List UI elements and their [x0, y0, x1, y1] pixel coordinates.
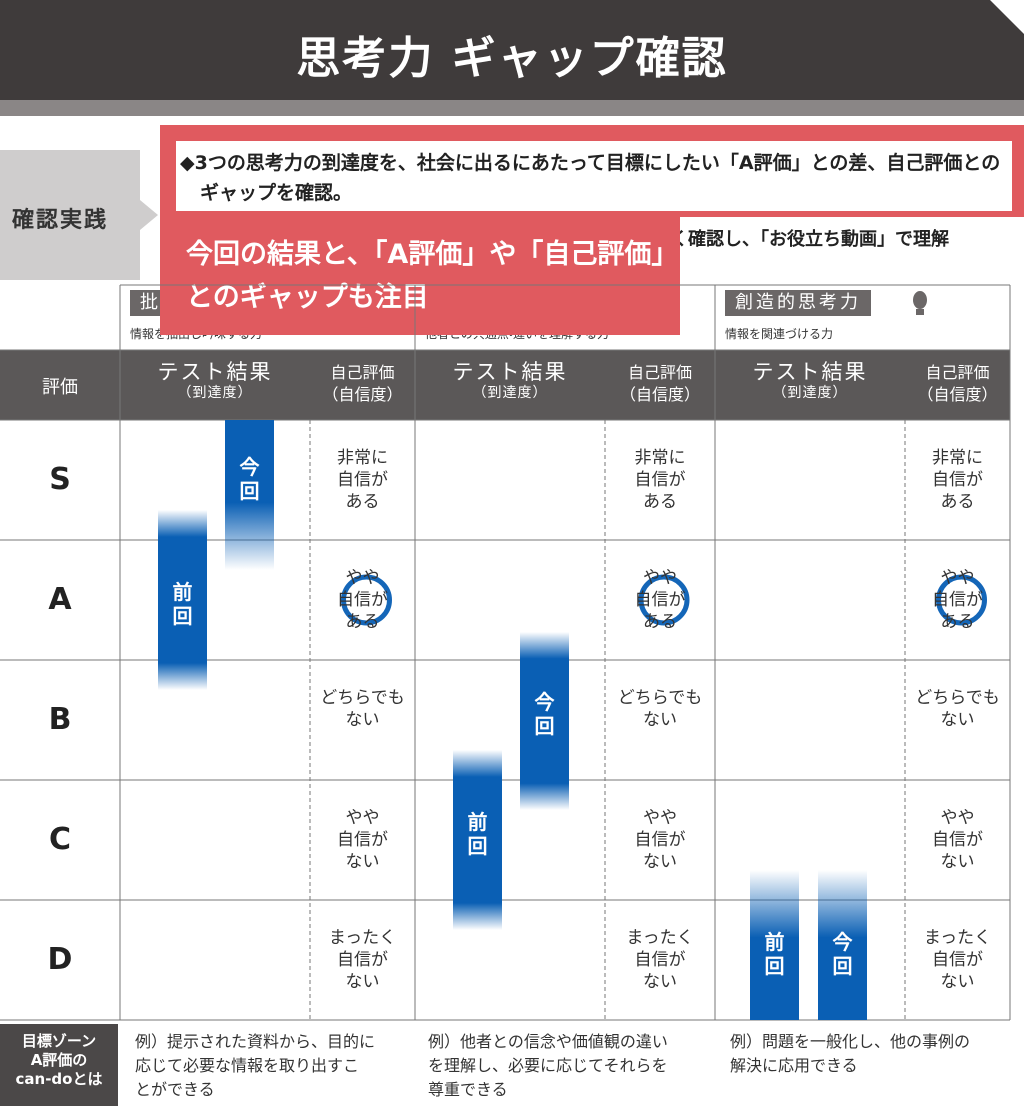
bar-label: 今 回: [239, 455, 260, 503]
bar-label: 前 回: [764, 930, 785, 978]
callout-inner: [176, 141, 1012, 211]
test-sub: （到達度）: [772, 385, 848, 401]
example: 例）他者との信念や価値観の違い を理解し、必要に応じてそれらを 尊重できる: [428, 1032, 668, 1099]
self-header: 自己評価 （自信度）: [310, 362, 415, 406]
header-stripe: [0, 100, 1024, 116]
result-bar: [818, 870, 867, 1020]
self-label: 非常に 自信が ある: [634, 448, 686, 512]
bulb: [913, 291, 927, 315]
test-title: テスト結果: [157, 360, 273, 384]
bar-label: 前 回: [467, 810, 488, 858]
note-box: [160, 215, 680, 335]
self-label: やや 自信が ない: [932, 808, 983, 872]
example: 例）問題を一般化し、他の事例の 解決に応用できる: [730, 1032, 971, 1075]
result-bar: [520, 632, 569, 810]
test-sub: （到達度）: [177, 385, 253, 401]
self-label: どちらでも ない: [617, 688, 703, 730]
self-label: やや 自信が ない: [337, 808, 388, 872]
table-header: [0, 350, 1010, 420]
column-title: 創造的思考力: [725, 290, 871, 316]
self-title: 自己評価: [925, 363, 990, 382]
practice-tab: [0, 150, 158, 280]
obscured-text: く確認し、「お役立ち動画」で理解: [670, 229, 949, 250]
column-subtitle: 情報を関連づける力: [725, 327, 834, 341]
bulb-icon: [912, 290, 928, 320]
grade: A: [48, 582, 72, 617]
self-sub: （自信度）: [917, 385, 998, 404]
self-sub: （自信度）: [322, 385, 403, 404]
self-eval-circle: [341, 574, 392, 626]
test-header: テスト結果 （到達度）: [415, 360, 605, 402]
self-label: どちらでも ない: [915, 688, 1000, 730]
self-label: 非常に 自信が ある: [932, 448, 983, 512]
grade: C: [48, 822, 72, 857]
callout-text: ◆3つの思考力の到達度を、社会に出るにあたって目標にしたい「A評価」との差、自己…: [180, 152, 1001, 204]
example: 例）提示された資料から、目的に 応じて必要な情報を取り出すこ とができる: [135, 1032, 376, 1099]
self-label: まったく 自信が ない: [626, 928, 694, 992]
self-title: 自己評価: [330, 363, 395, 382]
grade: B: [48, 702, 72, 737]
test-title: テスト結果: [452, 360, 568, 384]
grade: S: [49, 462, 71, 497]
bar-label: 前 回: [172, 580, 193, 628]
self-label: まったく 自信が ない: [923, 928, 992, 992]
self-header: 自己評価 （自信度）: [605, 362, 715, 406]
result-bar: [158, 510, 207, 690]
self-sub: （自信度）: [619, 385, 700, 404]
self-title: 自己評価: [627, 363, 692, 382]
grade-header: 評価: [42, 377, 78, 398]
self-label: やや 自信が ある: [634, 568, 686, 632]
result-bar: [453, 750, 502, 930]
test-header: テスト結果 （到達度）: [715, 360, 905, 402]
note-text: 今回の結果と、「A評価」や「自己評価」とのギャップも注目: [186, 239, 665, 313]
self-label: やや 自信が ある: [337, 568, 388, 632]
practice-label: 確認実践: [12, 208, 109, 233]
test-title: テスト結果: [752, 360, 868, 384]
self-label: 非常に 自信が ある: [337, 448, 388, 512]
title: 思考力 ギャップ確認: [296, 33, 728, 84]
self-label: どちらでも ない: [320, 688, 405, 730]
self-label: やや 自信が ある: [932, 568, 983, 632]
grade: D: [47, 942, 73, 977]
self-eval-circle: [936, 574, 987, 626]
self-eval-circle: [638, 574, 690, 626]
self-label: やや 自信が ない: [634, 808, 686, 872]
self-label: まったく 自信が ない: [328, 928, 397, 992]
header-bar: [0, 0, 1024, 100]
result-bar: [225, 420, 274, 570]
test-sub: （到達度）: [472, 385, 548, 401]
zone-label: 目標ゾーン A評価の can-doとは: [0, 1024, 118, 1106]
bar-label: 今 回: [832, 930, 853, 978]
test-header: テスト結果 （到達度）: [120, 360, 310, 402]
self-header: 自己評価 （自信度）: [905, 362, 1010, 406]
result-bar: [750, 870, 799, 1020]
bar-label: 今 回: [534, 690, 555, 738]
